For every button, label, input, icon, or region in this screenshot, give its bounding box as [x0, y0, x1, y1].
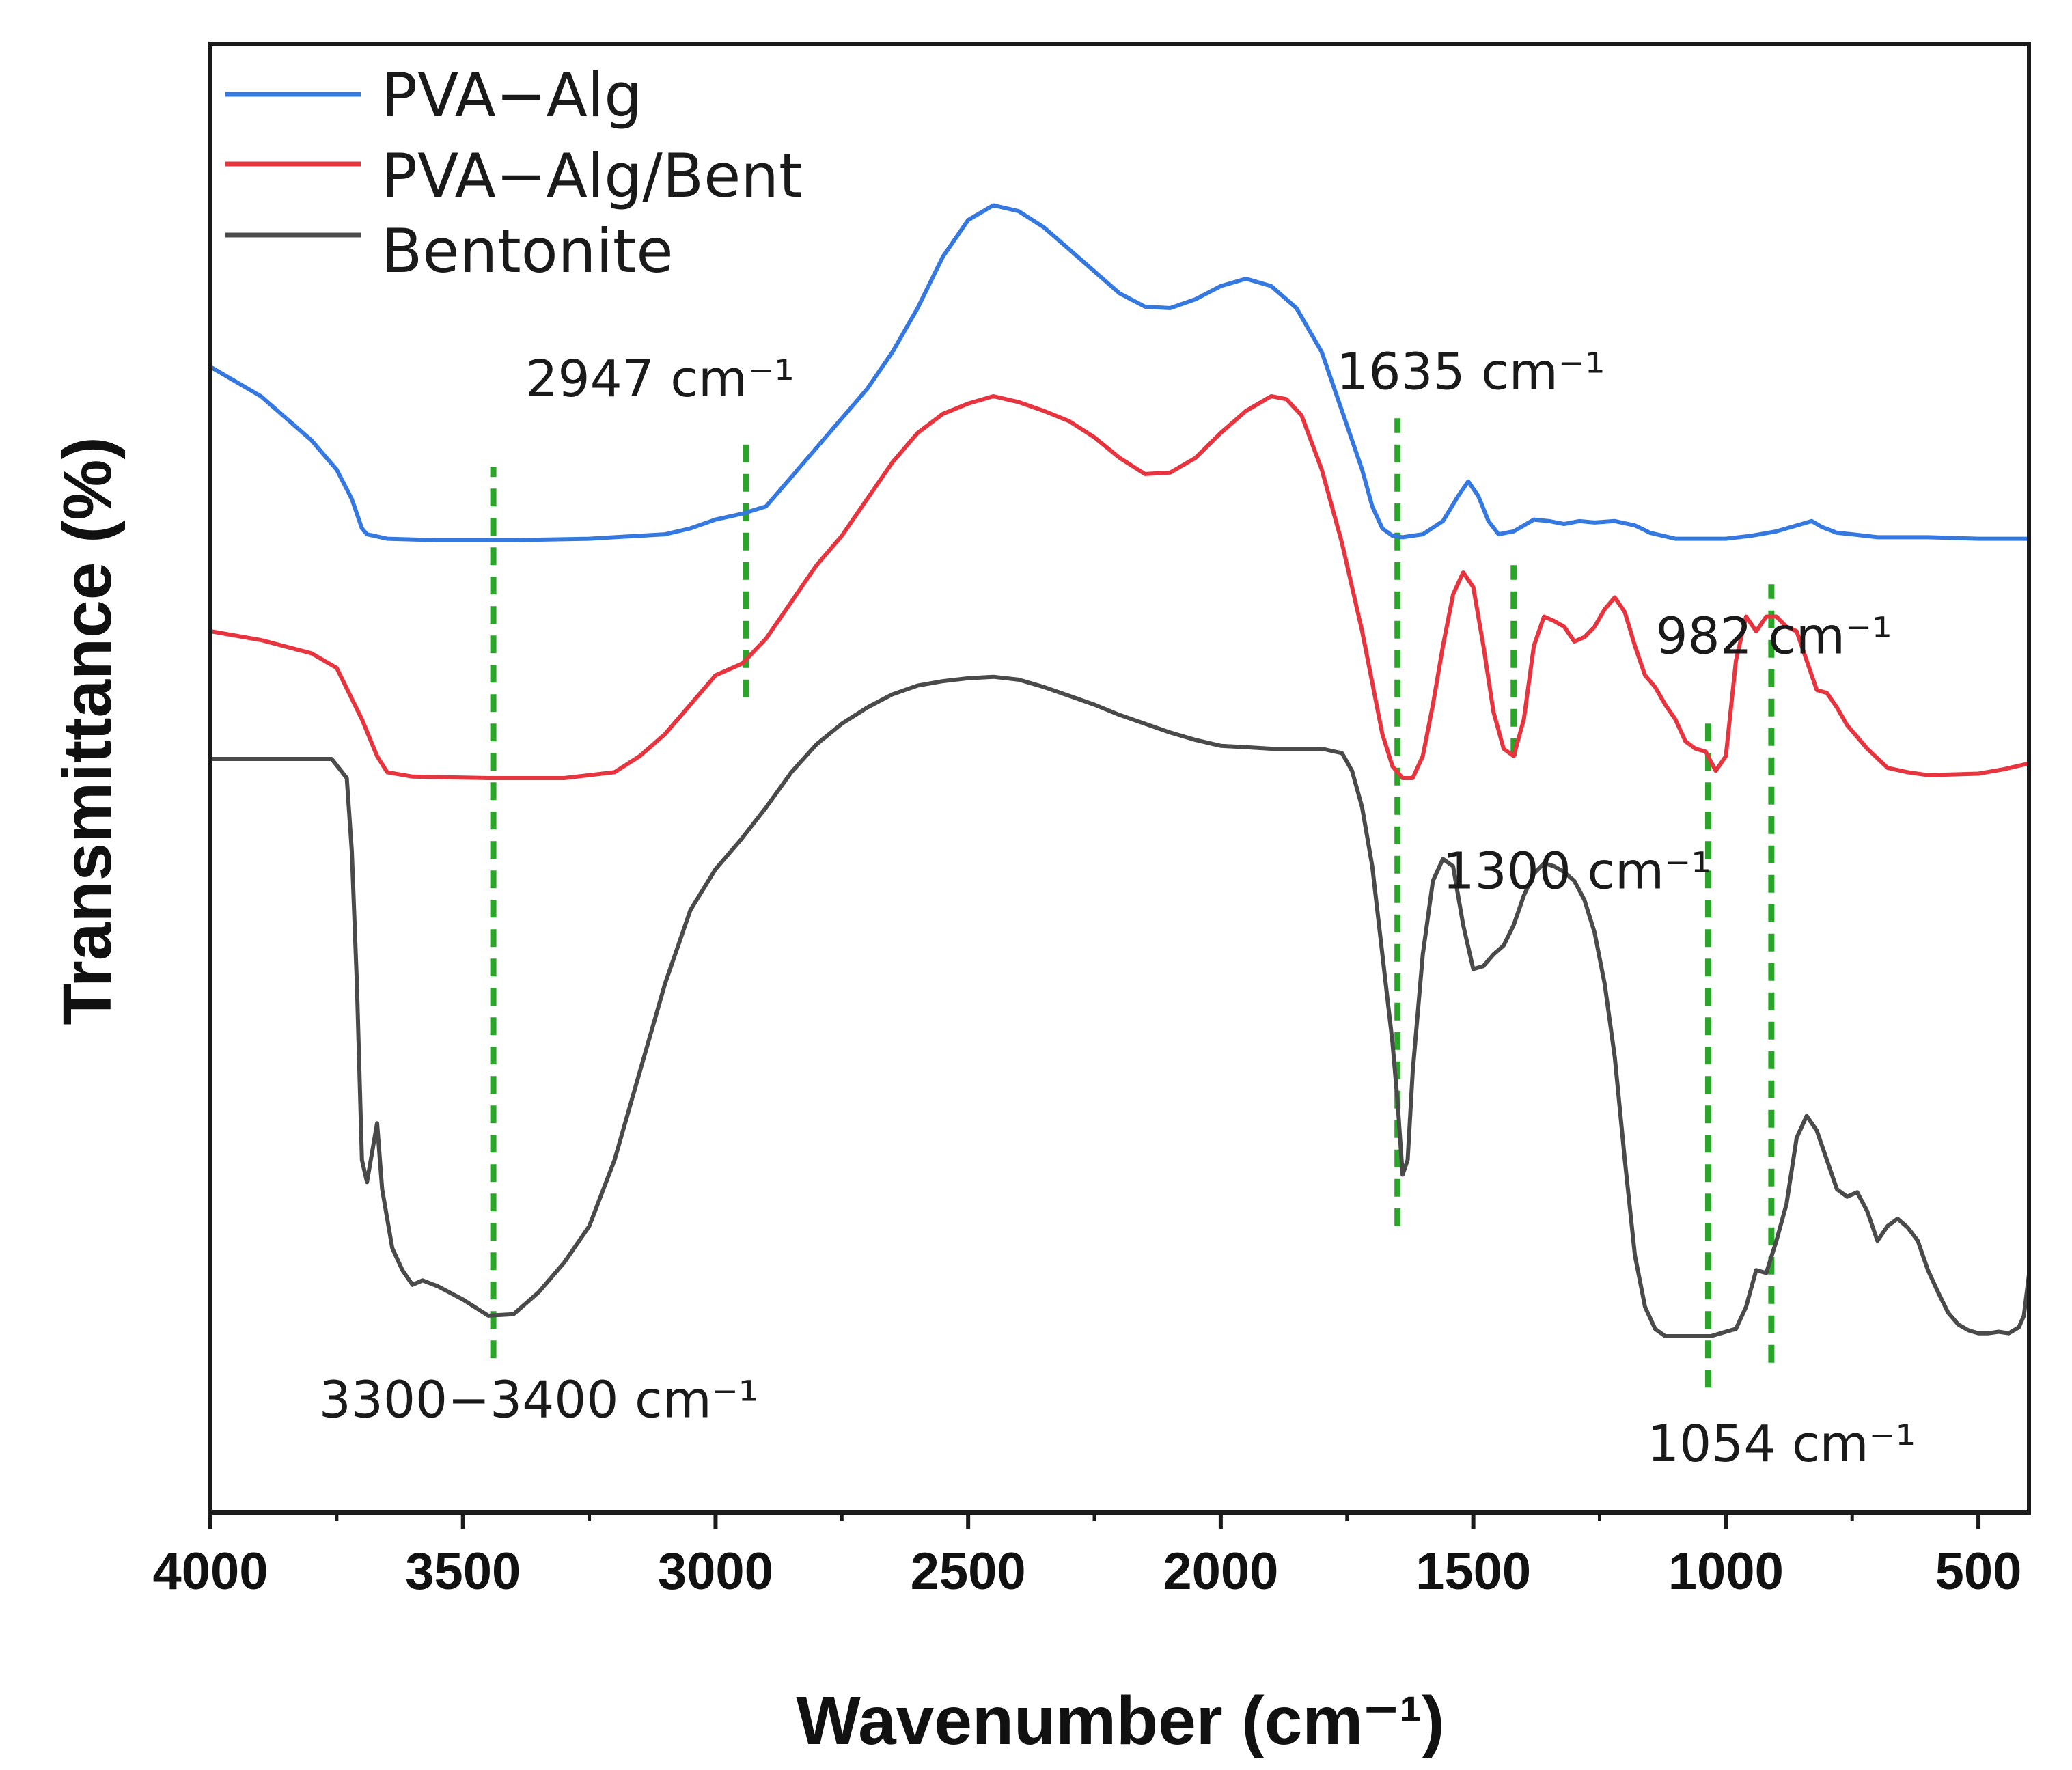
annotation-1300-cm: 1300 cm⁻¹ — [1443, 842, 1711, 900]
series-line-bentonite — [208, 674, 2031, 1338]
annotation-2947-cm: 2947 cm⁻¹ — [525, 350, 794, 409]
legend-label-bentonite: Bentonite — [381, 216, 674, 286]
annotation-3300-3400-cm: 3300−3400 cm⁻¹ — [319, 1370, 759, 1429]
annotation-982-cm: 982 cm⁻¹ — [1655, 607, 1892, 665]
peak-annotations: 3300−3400 cm⁻¹ 2947 cm⁻¹ 1635 cm⁻¹ 982 cm⁻¹… — [319, 342, 1916, 1474]
legend: PVA−Alg PVA−Alg/Bent Bentonite — [225, 60, 803, 286]
series-line-pva-alg — [208, 203, 2031, 542]
annotation-1635-cm: 1635 cm⁻¹ — [1336, 342, 1605, 401]
x-tick-label-4000: 4000 — [152, 1543, 268, 1601]
x-tick-label-500: 500 — [1935, 1543, 2022, 1601]
x-tick-label-2500: 2500 — [911, 1543, 1026, 1601]
annotation-1054-cm: 1054 cm⁻¹ — [1647, 1415, 1916, 1474]
x-tick-label-3000: 3000 — [658, 1543, 773, 1601]
spectrum-series — [208, 203, 2031, 1338]
x-tick-label-1000: 1000 — [1668, 1543, 1784, 1601]
legend-label-pva-alg-bent: PVA−Alg/Bent — [381, 141, 803, 211]
x-tick-label-1500: 1500 — [1415, 1543, 1531, 1601]
x-tick-label-3500: 3500 — [405, 1543, 521, 1601]
series-line-pva-alg-bent — [208, 394, 2031, 780]
y-axis-title: Transmittance (%) — [49, 437, 126, 1025]
reference-lines — [490, 418, 1775, 1388]
x-axis-title: Wavenumber (cm⁻¹) — [796, 1683, 1444, 1759]
x-tick-label-2000: 2000 — [1163, 1543, 1278, 1601]
x-axis-ticks: 4000 3500 3000 2500 2000 1500 1000 500 — [152, 1512, 2021, 1601]
plot-frame — [208, 42, 2031, 1515]
legend-label-pva-alg: PVA−Alg — [381, 60, 642, 130]
